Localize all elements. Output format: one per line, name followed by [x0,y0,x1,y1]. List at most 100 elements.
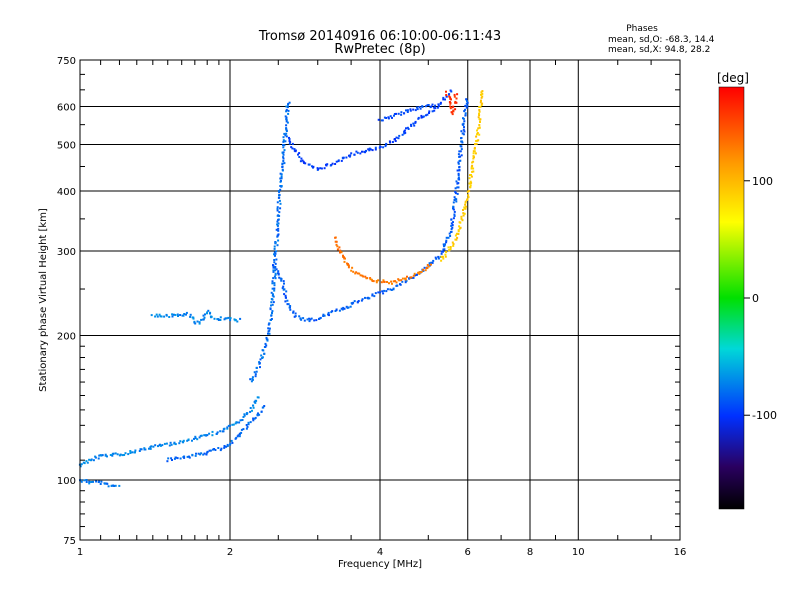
data-point [412,108,415,111]
data-point [461,132,464,135]
data-point [424,105,427,108]
data-point [449,231,452,233]
data-point [216,431,219,434]
data-point [371,280,374,282]
data-point [367,148,370,151]
data-point [472,160,475,163]
data-point [443,244,446,247]
x-tick-label: 1 [77,547,83,558]
data-point [444,98,446,101]
data-point [383,289,386,292]
data-point [337,159,340,162]
data-point [273,287,276,290]
data-point [359,152,362,155]
data-point [449,248,452,250]
data-point [273,275,276,278]
data-point [178,442,181,445]
data-point [300,157,303,160]
data-point [148,447,150,450]
data-point [280,185,283,187]
data-point [170,443,173,446]
data-point [270,318,273,320]
data-point [327,311,330,314]
data-point [480,91,483,94]
data-point [442,98,445,101]
data-point [374,292,377,295]
data-point [347,264,350,267]
data-point [409,108,412,111]
data-point [386,288,389,291]
data-point [271,303,274,306]
data-point [448,249,451,252]
data-point [455,180,458,183]
data-point [477,116,480,119]
data-point [173,457,176,460]
data-point [259,358,262,361]
data-point [445,95,448,98]
data-point [247,423,250,426]
data-point [282,144,284,146]
data-point [212,448,214,451]
data-point [459,155,462,158]
data-point [444,243,446,246]
data-point [118,454,121,457]
data-point [455,97,458,100]
data-point [229,319,232,322]
data-point [179,440,182,443]
data-point [289,308,292,311]
data-point [397,112,400,115]
data-point [400,111,403,114]
data-point [453,215,456,217]
data-point [86,461,89,464]
data-point [100,454,103,457]
data-point [364,296,366,299]
data-point [198,322,201,325]
data-point [457,176,460,179]
data-point [345,305,348,308]
data-point [262,406,265,409]
data-point [285,135,288,138]
data-point [185,311,188,314]
data-point [375,280,378,282]
data-point [317,168,320,171]
data-point [468,182,471,185]
data-point [284,300,287,303]
data-point [272,277,275,280]
data-point [275,228,278,231]
data-point [457,229,460,232]
data-point [274,241,277,244]
data-point [416,273,418,276]
data-point [454,197,457,200]
data-point [277,214,280,217]
data-point [195,452,197,455]
data-point [170,457,173,460]
data-point [343,256,345,259]
data-point [420,271,423,273]
data-point [298,152,301,155]
data-point [404,281,407,284]
data-point [220,447,223,450]
data-point [204,313,206,316]
data-point [294,315,297,318]
data-point [447,246,450,249]
data-point [403,129,406,132]
data-point [458,165,461,168]
data-point [163,315,166,318]
data-point [458,150,461,153]
data-point [144,448,147,451]
data-point [453,93,456,96]
data-point [182,314,185,317]
data-point [457,186,460,189]
data-point [186,439,189,442]
data-point [395,136,398,139]
data-point [365,277,368,280]
data-point [460,148,463,151]
data-point [182,439,185,442]
data-point [452,244,455,247]
data-point [456,192,459,195]
data-point [445,90,447,93]
data-point [440,250,443,253]
data-point [270,304,272,307]
data-point [418,106,421,108]
data-point [445,239,448,242]
